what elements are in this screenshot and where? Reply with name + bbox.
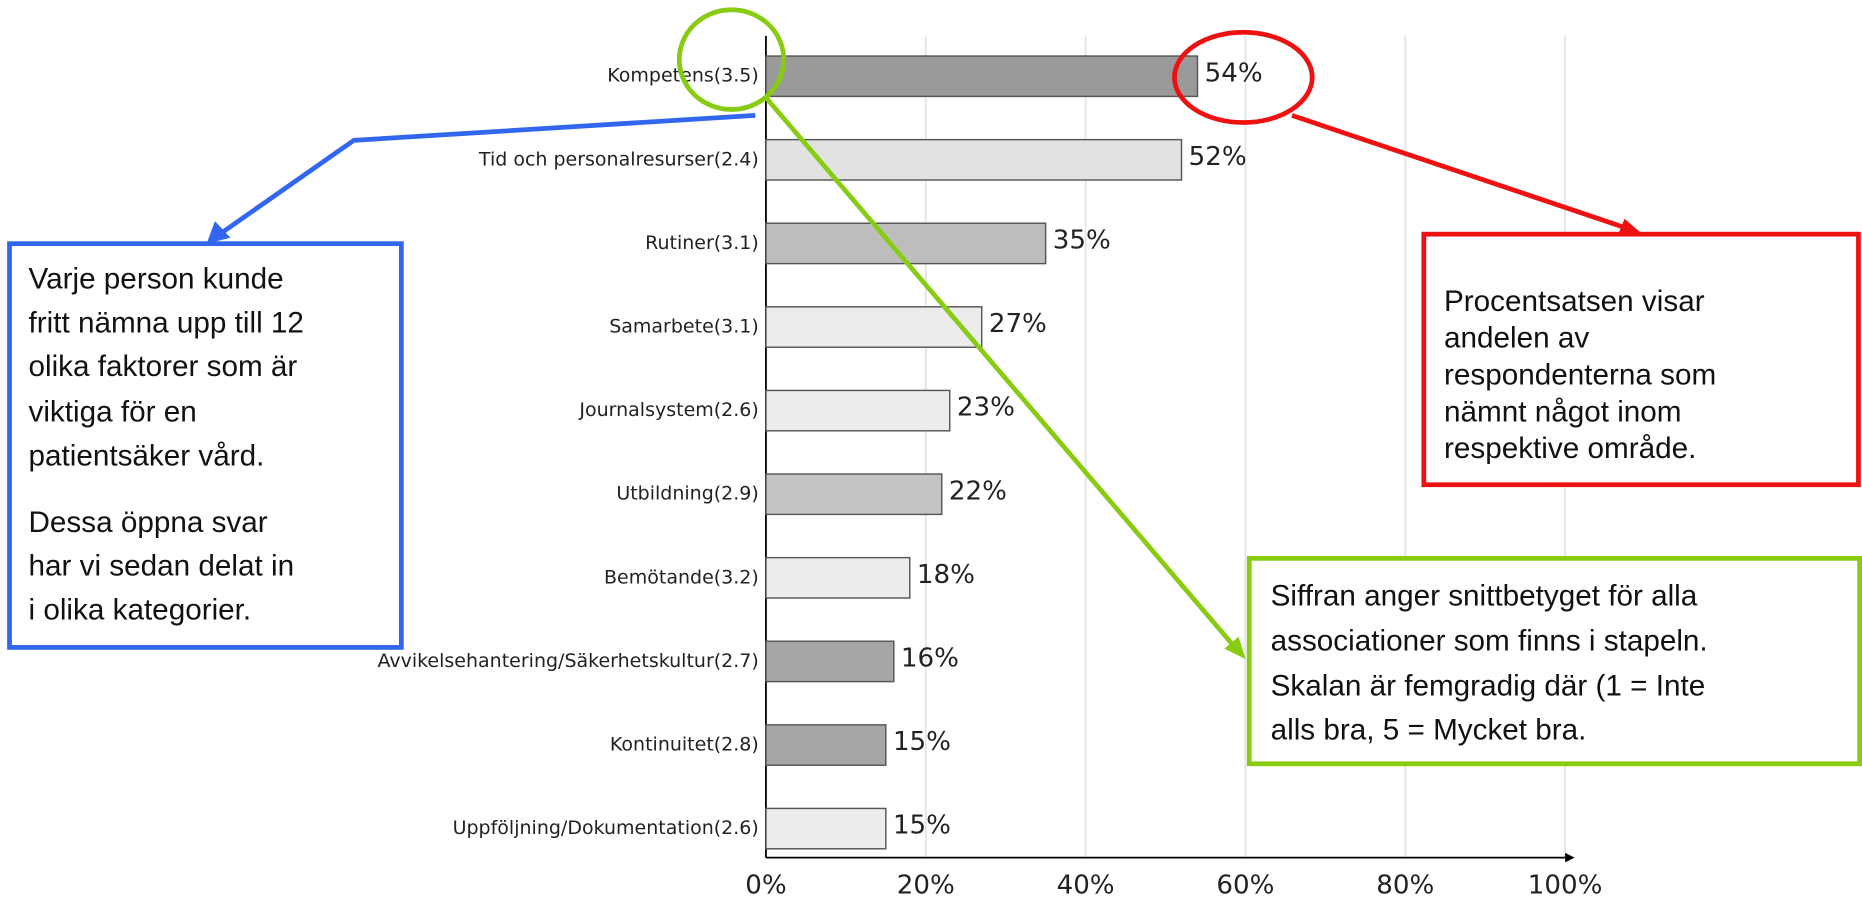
bar [765, 807, 887, 850]
bar [765, 640, 895, 683]
bar [765, 138, 1183, 181]
annotation-text: respektive område. [1444, 432, 1696, 465]
x-tick-label: 20% [897, 871, 955, 897]
bar [765, 389, 951, 432]
value-label: 18% [917, 560, 975, 590]
value-label: 52% [1189, 142, 1247, 172]
y-tick-label: Rutiner(3.1) [645, 232, 759, 254]
y-tick-label: Samarbete(3.1) [609, 316, 759, 338]
x-tick-label: 0% [745, 871, 786, 897]
annotation-text: olika faktorer som är [29, 350, 298, 383]
annotation-text: Dessa öppna svar [29, 506, 268, 539]
annotation-text: fritt nämna upp till 12 [29, 306, 304, 339]
annotation-text: Varje person kunde [29, 262, 284, 295]
annotation-text: viktiga för en [29, 395, 197, 428]
value-label: 54% [1205, 58, 1263, 88]
annotation-box [1246, 555, 1862, 767]
annotation-text: har vi sedan delat in [29, 550, 295, 583]
value-label: 22% [949, 476, 1007, 506]
highlight-circle [1172, 29, 1315, 125]
x-tick-label: 40% [1057, 871, 1115, 897]
arrow [1291, 113, 1628, 231]
annotation-text: nämnt något inom [1444, 395, 1682, 428]
bar [765, 55, 1199, 98]
y-tick-label: Uppföljning/Dokumentation(2.6) [453, 817, 759, 839]
annotation-text: andelen av [1444, 322, 1589, 355]
annotation-text: Siffran anger snittbetyget för alla [1271, 579, 1698, 612]
arrowhead [1224, 636, 1246, 660]
y-tick-label: Utbildning(2.9) [616, 483, 759, 505]
annotation-text: respondenterna som [1444, 359, 1716, 392]
arrowhead [206, 221, 231, 244]
value-label: 27% [989, 309, 1047, 339]
y-tick-label: Tid och personalresurser(2.4) [478, 148, 759, 170]
annotation-box [1421, 231, 1861, 488]
y-tick-label: Journalsystem(2.6) [578, 399, 758, 421]
bar [765, 306, 983, 348]
bar [765, 222, 1047, 265]
annotation-text: Procentsatsen visar [1444, 285, 1705, 318]
highlight-circle [676, 7, 787, 112]
value-label: 15% [893, 811, 951, 841]
y-tick-label: Kontinuitet(2.8) [610, 734, 759, 756]
value-label: 16% [901, 644, 959, 674]
y-tick-label: Avvikelsehantering/Säkerhetskultur(2.7) [377, 650, 758, 672]
annotation-box [7, 241, 404, 650]
annotation-text: Skalan är femgradig där (1 = Inte [1271, 670, 1706, 703]
annotation-text: alls bra, 5 = Mycket bra. [1271, 714, 1587, 747]
x-tick-label: 100% [1528, 871, 1603, 897]
value-label: 15% [893, 727, 951, 757]
x-tick-label: 60% [1216, 871, 1274, 897]
arrow [218, 113, 756, 237]
x-tick-label: 80% [1376, 871, 1434, 897]
annotation-text: patientsäker vård. [29, 439, 265, 472]
value-label: 35% [1053, 226, 1111, 256]
bar [765, 724, 887, 766]
y-tick-label: Bemötande(3.2) [604, 566, 759, 588]
x-axis-arrow [1565, 852, 1575, 863]
arrow [764, 96, 1237, 649]
arrowhead [1617, 218, 1642, 237]
annotation-text: i olika kategorier. [29, 594, 252, 627]
value-label: 23% [957, 393, 1015, 423]
bar [765, 473, 943, 516]
bar [765, 556, 911, 599]
annotation-text: associationer som finns i stapeln. [1271, 625, 1708, 658]
